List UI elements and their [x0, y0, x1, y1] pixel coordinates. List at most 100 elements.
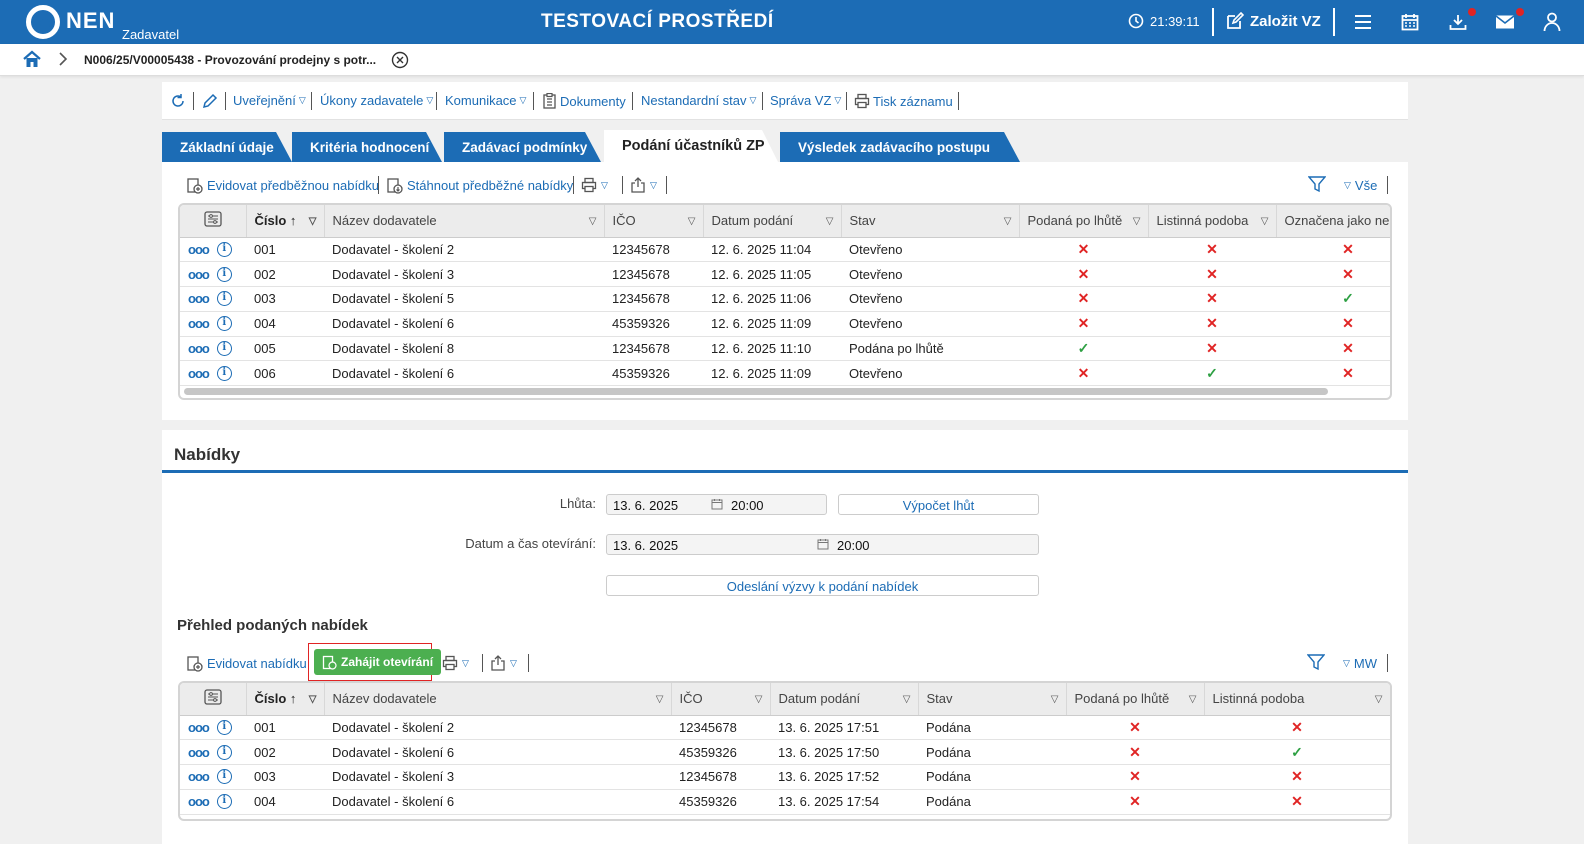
more-options-icon[interactable]: ooo	[188, 316, 210, 332]
register-preliminary-offer-button[interactable]: Evidovat předběžnou nabídku	[186, 177, 379, 194]
tab-procedure-result[interactable]: Výsledek zadávacího postupu	[780, 132, 1020, 162]
menu-icon[interactable]	[1352, 11, 1374, 33]
table-row[interactable]: ooo i 002 Dodavatel - školení 3 12345678 …	[180, 261, 1390, 288]
column-header-number[interactable]: Číslo ↑ ▽	[246, 205, 325, 238]
column-header-supplier[interactable]: Název dodavatele ▽	[324, 683, 672, 716]
column-header-ico[interactable]: IČO ▽	[671, 683, 771, 716]
more-options-icon[interactable]: ooo	[188, 241, 210, 257]
column-filter-icon[interactable]: ▽	[1374, 694, 1383, 705]
create-vz-button[interactable]: Založit VZ	[1226, 12, 1321, 30]
table-row[interactable]: ooo i 005 Dodavatel - školení 8 12345678 …	[180, 336, 1390, 362]
column-header-supplier[interactable]: Název dodavatele ▽	[324, 205, 605, 238]
info-icon[interactable]: i	[216, 794, 232, 810]
user-icon[interactable]	[1541, 11, 1563, 33]
table-row[interactable]: ooo i 006 Dodavatel - školení 6 45359326 …	[180, 360, 1390, 387]
refresh-button[interactable]	[170, 93, 186, 109]
column-filter-icon[interactable]: ▽	[588, 216, 597, 227]
more-options-icon[interactable]: ooo	[188, 719, 210, 735]
info-icon[interactable]: i	[216, 241, 232, 257]
table-row[interactable]: ooo i 004 Dodavatel - školení 6 45359326 …	[180, 311, 1390, 337]
info-icon[interactable]: i	[216, 316, 232, 332]
action-communication[interactable]: Komunikace ▽	[445, 93, 526, 108]
column-settings-cell[interactable]	[180, 205, 247, 238]
calendar-icon[interactable]	[1399, 11, 1421, 33]
print-dropdown[interactable]: ▽	[442, 655, 469, 671]
edit-button[interactable]	[202, 93, 218, 109]
calendar-icon[interactable]	[817, 538, 829, 553]
more-options-icon[interactable]: ooo	[188, 341, 210, 357]
info-icon[interactable]: i	[216, 719, 232, 735]
column-header-late[interactable]: Podaná po lhůtě ▽	[1019, 205, 1149, 238]
column-filter-icon[interactable]: ▽	[754, 694, 763, 705]
more-options-icon[interactable]: ooo	[188, 291, 210, 307]
table-row[interactable]: ooo i 003 Dodavatel - školení 3 12345678 …	[180, 764, 1390, 790]
calendar-icon[interactable]	[711, 498, 723, 513]
info-icon[interactable]: i	[216, 341, 232, 357]
info-icon[interactable]: i	[216, 769, 232, 785]
mail-icon[interactable]	[1494, 11, 1516, 33]
start-opening-button[interactable]: Zahájit otevírání	[314, 649, 442, 675]
export-dropdown[interactable]: ▽	[490, 655, 517, 671]
table-row[interactable]: ooo i 004 Dodavatel - školení 6 45359326 …	[180, 789, 1390, 815]
table-row[interactable]: ooo i 001 Dodavatel - školení 2 12345678 …	[180, 237, 1390, 263]
action-documents[interactable]: Dokumenty	[542, 93, 626, 109]
tab-basic-info[interactable]: Základní údaje	[162, 132, 292, 162]
table-row[interactable]: ooo i 001 Dodavatel - školení 2 12345678 …	[180, 715, 1390, 741]
column-filter-icon[interactable]: ▽	[308, 694, 317, 705]
column-header-submission-date[interactable]: Datum podání ▽	[770, 683, 919, 716]
column-header-number[interactable]: Číslo ↑ ▽	[246, 683, 325, 716]
column-header-marked[interactable]: Označena jako nep	[1276, 205, 1390, 238]
action-print-record[interactable]: Tisk záznamu	[854, 93, 953, 109]
view-selector[interactable]: ▽ MW	[1343, 656, 1377, 671]
close-icon[interactable]	[391, 51, 409, 72]
nen-logo-icon[interactable]	[26, 5, 60, 39]
column-header-state[interactable]: Stav ▽	[918, 683, 1067, 716]
column-header-late[interactable]: Podaná po lhůtě ▽	[1066, 683, 1205, 716]
column-filter-icon[interactable]: ▽	[687, 216, 696, 227]
download-preliminary-offers-button[interactable]: Stáhnout předběžné nabídky	[386, 177, 573, 194]
filter-button[interactable]	[1307, 654, 1325, 671]
column-filter-icon[interactable]: ▽	[1050, 694, 1059, 705]
more-options-icon[interactable]: ooo	[188, 266, 210, 282]
action-vz-management[interactable]: Správa VZ ▽	[770, 93, 841, 108]
column-header-state[interactable]: Stav ▽	[841, 205, 1020, 238]
deadline-field[interactable]: 13. 6. 2025 20:00	[606, 494, 827, 515]
horizontal-scrollbar[interactable]	[184, 388, 1328, 395]
view-selector[interactable]: ▽ Vše	[1344, 178, 1377, 193]
column-filter-icon[interactable]: ▽	[655, 694, 664, 705]
column-header-submission-date[interactable]: Datum podání ▽	[703, 205, 842, 238]
tab-participant-submissions[interactable]: Podání účastníků ZP	[604, 130, 778, 162]
action-nonstandard-state[interactable]: Nestandardní stav ▽	[641, 93, 756, 108]
calculate-deadlines-button[interactable]: Výpočet lhůt	[838, 494, 1039, 515]
export-dropdown[interactable]: ▽	[630, 177, 657, 193]
info-icon[interactable]: i	[216, 266, 232, 282]
more-options-icon[interactable]: ooo	[188, 794, 210, 810]
column-filter-icon[interactable]: ▽	[1132, 216, 1141, 227]
opening-datetime-field[interactable]: 13. 6. 2025 20:00	[606, 534, 1039, 555]
logo-text[interactable]: NEN	[66, 8, 116, 33]
action-publish[interactable]: Uveřejnění ▽	[233, 93, 306, 108]
column-filter-icon[interactable]: ▽	[1260, 216, 1269, 227]
column-filter-icon[interactable]: ▽	[902, 694, 911, 705]
home-icon[interactable]	[22, 50, 42, 71]
more-options-icon[interactable]: ooo	[188, 744, 210, 760]
column-header-ico[interactable]: IČO ▽	[604, 205, 704, 238]
breadcrumb-title[interactable]: N006/25/V00005438 - Provozování prodejny…	[84, 53, 377, 67]
column-filter-icon[interactable]: ▽	[1003, 216, 1012, 227]
download-icon[interactable]	[1447, 11, 1469, 33]
table-row[interactable]: ooo i 002 Dodavatel - školení 6 45359326 …	[180, 739, 1390, 766]
column-settings-cell[interactable]	[180, 683, 247, 716]
more-options-icon[interactable]: ooo	[188, 769, 210, 785]
more-options-icon[interactable]: ooo	[188, 365, 210, 381]
info-icon[interactable]: i	[216, 365, 232, 381]
register-offer-button[interactable]: Evidovat nabídku	[186, 655, 307, 672]
column-filter-icon[interactable]: ▽	[825, 216, 834, 227]
info-icon[interactable]: i	[216, 291, 232, 307]
filter-button[interactable]	[1308, 176, 1326, 193]
column-header-paper-form[interactable]: Listinná podoba ▽	[1204, 683, 1390, 716]
print-dropdown[interactable]: ▽	[581, 177, 608, 193]
tab-tender-conditions[interactable]: Zadávací podmínky	[444, 132, 601, 162]
send-invitation-button[interactable]: Odeslání výzvy k podání nabídek	[606, 575, 1039, 596]
info-icon[interactable]: i	[216, 744, 232, 760]
table-row[interactable]: ooo i 003 Dodavatel - školení 5 12345678 …	[180, 286, 1390, 312]
